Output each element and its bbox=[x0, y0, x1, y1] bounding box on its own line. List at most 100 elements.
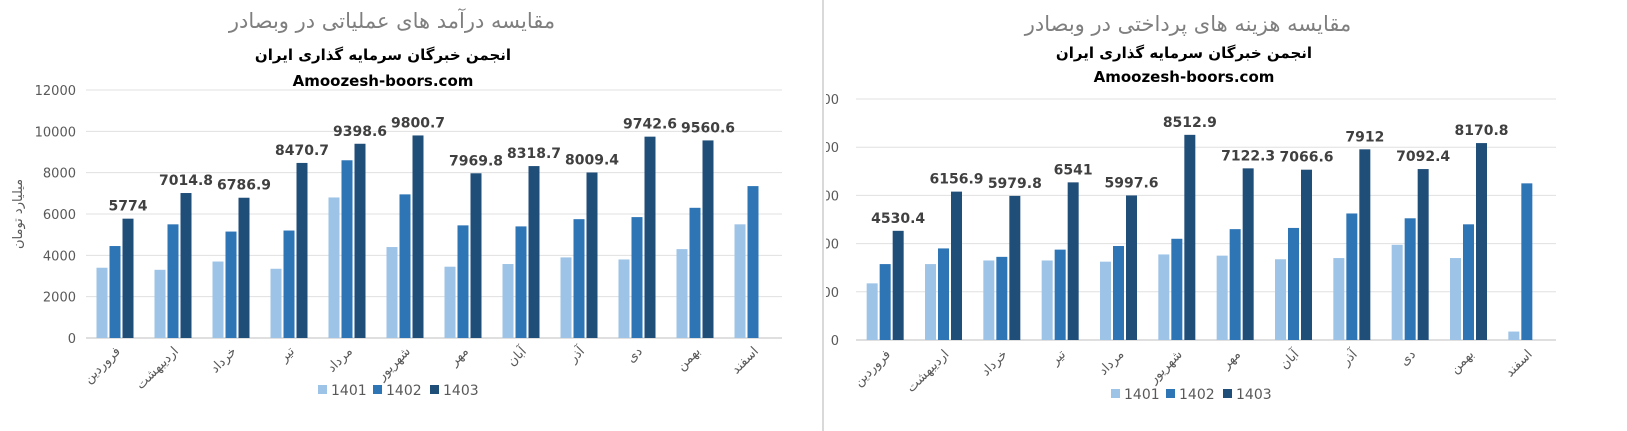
expense-bar-chart: مقایسه هزینه های پرداختی در وبصادر انجمن … bbox=[826, 12, 1556, 403]
bar-1401 bbox=[1041, 260, 1053, 340]
y-tick-label: 10000 bbox=[35, 125, 76, 140]
x-category-label: مهر bbox=[446, 344, 472, 370]
data-label: 8512.9 bbox=[1163, 115, 1217, 131]
data-label: 4530.4 bbox=[871, 211, 925, 227]
data-label: 7969.8 bbox=[449, 153, 503, 169]
bar-1403 bbox=[892, 230, 904, 340]
legend-label: 1401 bbox=[1124, 387, 1160, 403]
data-label: 6156.9 bbox=[929, 172, 983, 188]
bar-1402 bbox=[167, 224, 179, 338]
bar-1403 bbox=[1242, 168, 1254, 340]
x-category-label: تیر bbox=[1047, 347, 1069, 369]
data-label: 8470.7 bbox=[275, 143, 329, 159]
y-tick-label: 4000 bbox=[43, 249, 76, 264]
bar-1402 bbox=[747, 186, 759, 338]
x-category-label: بهمن bbox=[1448, 347, 1478, 377]
bar-1401 bbox=[444, 266, 456, 338]
bar-1402 bbox=[631, 217, 643, 338]
bar-1402 bbox=[1463, 224, 1474, 340]
bar-1402 bbox=[1113, 246, 1124, 340]
x-category-label: خرداد bbox=[979, 347, 1011, 379]
bar-1401 bbox=[96, 267, 108, 338]
bar-1403 bbox=[1359, 149, 1371, 340]
data-label: 7092.4 bbox=[1396, 149, 1450, 165]
income-bar-chart: مقایسه درآمد های عملیاتی در وبصادر انجمن … bbox=[11, 8, 782, 399]
data-label: 5774 bbox=[109, 199, 148, 215]
bar-1402 bbox=[1054, 249, 1066, 340]
bar-1403 bbox=[412, 135, 424, 338]
data-label: 8009.4 bbox=[565, 152, 619, 168]
bar-1401 bbox=[212, 261, 224, 338]
bar-1402 bbox=[938, 248, 949, 340]
bar-1402 bbox=[1521, 183, 1533, 340]
bar-1401 bbox=[1508, 331, 1520, 340]
bar-1402 bbox=[457, 225, 469, 338]
x-category-label: آبان bbox=[1276, 345, 1304, 373]
bar-1401 bbox=[270, 268, 282, 338]
y-tick-label: 8000 bbox=[826, 141, 839, 156]
bar-1403 bbox=[1476, 143, 1487, 340]
y-tick-label: 0 bbox=[831, 334, 839, 349]
data-label: 8318.7 bbox=[507, 146, 561, 162]
bar-1403 bbox=[238, 197, 250, 338]
bar-1403 bbox=[644, 136, 656, 338]
bar-1401 bbox=[1450, 258, 1461, 340]
x-category-label: تیر bbox=[276, 344, 298, 366]
data-label: 9560.6 bbox=[681, 120, 735, 136]
panel-divider bbox=[822, 0, 824, 431]
x-category-label: مهر bbox=[1218, 347, 1244, 373]
legend-swatch-1401 bbox=[318, 385, 327, 394]
data-label: 7014.8 bbox=[159, 173, 213, 189]
bar-1401 bbox=[1391, 244, 1403, 340]
bar-1401 bbox=[1100, 261, 1111, 340]
chart-subtitle-line: Amoozesh-boors.com bbox=[1094, 68, 1275, 86]
bar-1403 bbox=[528, 166, 540, 338]
x-category-label: بهمن bbox=[674, 344, 704, 374]
x-category-label: مرداد bbox=[324, 344, 355, 375]
chart-subtitle-line: Amoozesh-boors.com bbox=[293, 72, 474, 90]
bar-1402 bbox=[399, 194, 411, 338]
x-category-label: آبان bbox=[503, 342, 531, 370]
bar-1402 bbox=[689, 207, 701, 338]
bar-1403 bbox=[122, 218, 134, 338]
chart-title: مقایسه هزینه های پرداختی در وبصادر bbox=[1024, 12, 1352, 36]
chart-subtitle-line: انجمن خبرگان سرمایه گذاری ایران bbox=[1056, 44, 1312, 62]
data-label: 9398.6 bbox=[333, 124, 387, 140]
bar-1403 bbox=[354, 143, 366, 338]
bar-1401 bbox=[925, 264, 936, 340]
legend-swatch-1401 bbox=[1111, 389, 1120, 398]
y-tick-label: 4000 bbox=[826, 238, 839, 253]
y-tick-label: 8000 bbox=[43, 167, 76, 182]
data-label: 7122.3 bbox=[1221, 148, 1275, 164]
y-tick-label: 2000 bbox=[826, 286, 839, 301]
bar-1401 bbox=[328, 197, 340, 338]
x-category-label: خرداد bbox=[208, 344, 240, 376]
data-label: 6786.9 bbox=[217, 178, 271, 194]
bar-1401 bbox=[618, 259, 630, 338]
bar-1402 bbox=[283, 230, 295, 338]
legend-swatch-1402 bbox=[373, 385, 382, 394]
bar-1402 bbox=[109, 246, 121, 338]
data-label: 9742.6 bbox=[623, 117, 677, 133]
legend-swatch-1403 bbox=[430, 385, 439, 394]
legend-label: 1402 bbox=[1179, 387, 1215, 403]
y-tick-label: 2000 bbox=[43, 291, 76, 306]
income-chart-panel: مقایسه درآمد های عملیاتی در وبصادر انجمن … bbox=[11, 8, 782, 399]
bar-1403 bbox=[702, 140, 714, 338]
legend-swatch-1403 bbox=[1223, 389, 1232, 398]
bar-1403 bbox=[1009, 195, 1021, 340]
bar-1402 bbox=[1171, 238, 1183, 340]
bar-1402 bbox=[1288, 227, 1299, 340]
x-category-label: آذر bbox=[564, 342, 589, 367]
legend-label: 1403 bbox=[443, 383, 479, 399]
bar-1401 bbox=[502, 264, 514, 338]
chart-title: مقایسه درآمد های عملیاتی در وبصادر bbox=[228, 8, 555, 33]
bar-1401 bbox=[560, 257, 572, 338]
data-label: 6541 bbox=[1054, 162, 1093, 178]
x-category-label: شهریور bbox=[374, 344, 414, 384]
y-axis-title: میلیارد تومان bbox=[11, 179, 26, 249]
bar-1403 bbox=[1126, 195, 1137, 340]
bar-1403 bbox=[1184, 134, 1196, 340]
x-category-label: آذر bbox=[1337, 345, 1362, 370]
bar-1402 bbox=[879, 264, 891, 340]
